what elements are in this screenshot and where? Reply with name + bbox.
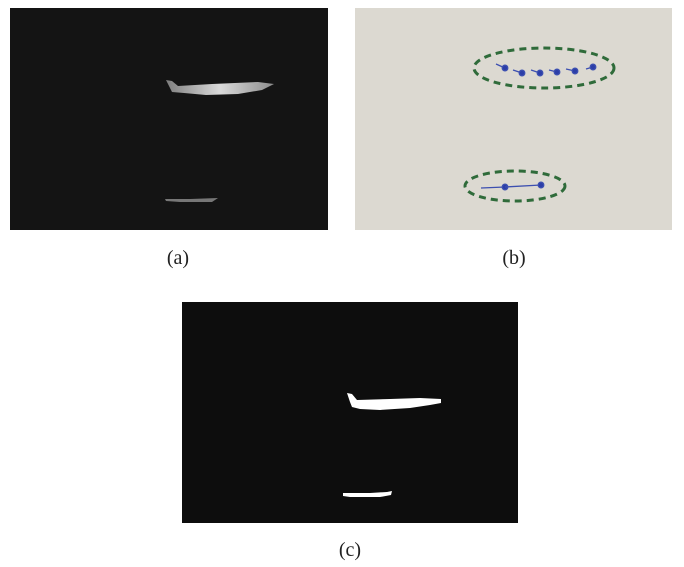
- panel-a: (a): [10, 8, 328, 269]
- panel-c: (c): [182, 302, 518, 561]
- panel-b: (b): [355, 8, 672, 269]
- frame-image: [10, 8, 328, 230]
- caption: (a): [167, 247, 189, 269]
- mask-image: [182, 302, 518, 523]
- caption: (c): [339, 539, 361, 561]
- figure: (a) (b) (c): [0, 0, 684, 567]
- background: [355, 8, 672, 230]
- caption: (b): [502, 247, 525, 269]
